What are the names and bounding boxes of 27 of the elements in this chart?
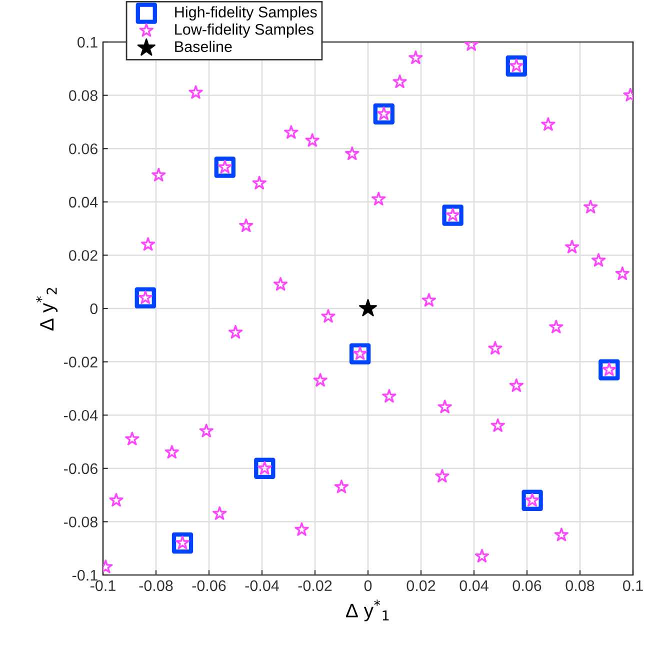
x-tick-label: -0.06 [192,580,226,592]
legend-label: High-fidelity Samples [175,6,317,20]
y-tick-label: 0.1 [78,36,98,48]
x-tick-label: -0.02 [298,580,332,592]
y-tick-label: -0.06 [64,463,98,474]
y-tick-label: 0 [90,303,98,314]
x-tick-label: 0.04 [460,580,488,592]
y-axis-title: Δ y$^{*}$$_{2}$ [36,288,58,330]
y-tick-label: 0.08 [69,90,98,101]
x-tick-label: 0.1 [622,580,643,592]
x-tick-label: 0.02 [406,580,436,592]
x-tick-label: -0.1 [90,580,116,592]
y-tick-label: -0.1 [72,570,98,581]
y-tick-label: 0.04 [69,196,98,208]
y-tick-label: -0.08 [64,516,98,528]
y-tick-label: -0.04 [64,410,98,421]
legend-label: Baseline [175,40,232,52]
y-tick-label: 0.02 [69,250,98,261]
x-tick-label: -0.04 [245,580,279,592]
x-axis-title: Δ y$^{*}$$_{1}$ [346,600,389,622]
x-tick-label: 0.08 [566,580,594,592]
x-tick-label: -0.08 [139,580,173,592]
legend-label: Low-fidelity Samples [175,24,314,38]
y-tick-label: 0.06 [69,143,98,154]
x-tick-label: 0.06 [512,580,542,592]
y-tick-label: -0.02 [64,356,98,368]
x-tick-label: 0 [364,580,372,592]
